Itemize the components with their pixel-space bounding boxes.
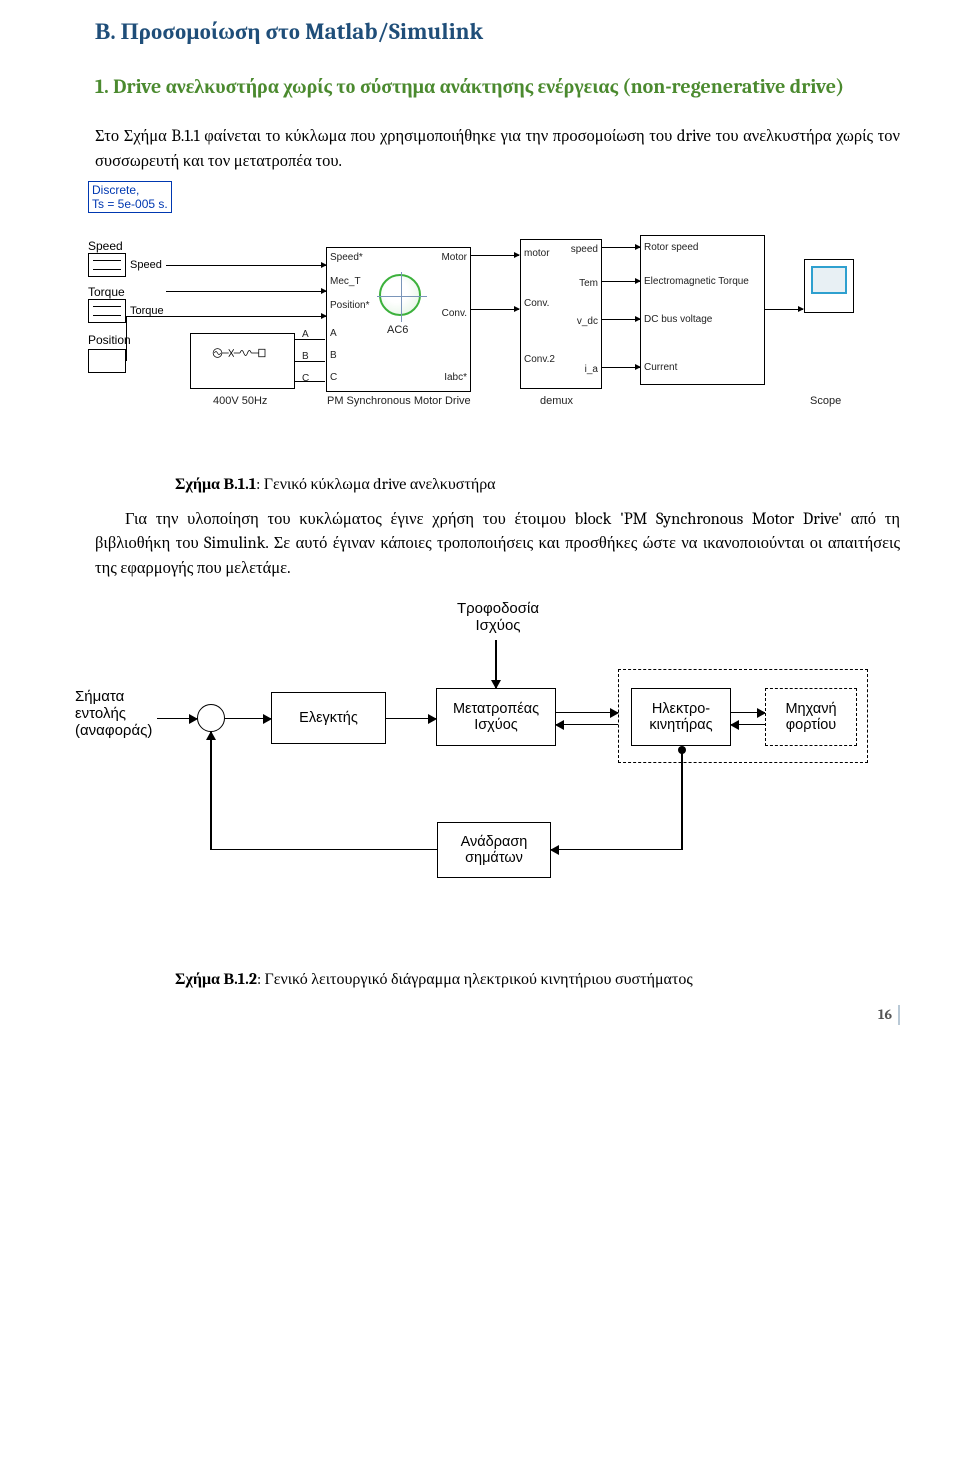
source-icon <box>195 338 285 368</box>
drive-in-b: B <box>330 350 337 361</box>
mux-dcbus: DC bus voltage <box>644 314 712 325</box>
page-number: 16 <box>878 1005 900 1025</box>
caption2-bold: Σχήμα Β.1.2 <box>175 970 257 988</box>
caption2-text: : Γενικό λειτουργικό διάγραμμα ηλεκτρικο… <box>257 970 693 988</box>
label-torque: Torque <box>88 285 125 299</box>
feedback-up <box>210 732 212 850</box>
demux-out-vdc: v_dc <box>577 316 598 327</box>
arrow-conv-motor-l <box>556 724 618 726</box>
arrow-motor <box>471 255 519 256</box>
feedback-into-box <box>551 849 682 851</box>
ac6-label: AC6 <box>387 324 408 336</box>
between-paragraph: Για την υλοποίηση του κυκλώματος έγινε χ… <box>95 508 900 582</box>
mux-rotorspeed: Rotor speed <box>644 242 698 253</box>
arrow-rotorspeed <box>602 247 640 248</box>
demux-label: demux <box>540 395 573 407</box>
caption1-text: : Γενικό κύκλωμα drive ανελκυστήρα <box>256 475 495 493</box>
drive-in-c: C <box>330 372 337 383</box>
box-load: Μηχανή φορτίου <box>765 688 857 746</box>
drive-out-motor: Motor <box>441 252 467 263</box>
drive-out-conv: Conv. <box>442 308 467 319</box>
drive-in-speed: Speed* <box>330 252 363 263</box>
label-speed: Speed <box>88 239 123 253</box>
arrow-conv-motor-r <box>556 712 618 714</box>
figure1-caption: Σχήμα Β.1.1: Γενικό κύκλωμα drive ανελκυ… <box>175 475 900 494</box>
source-label: 400V 50Hz <box>213 395 267 407</box>
box-feedback: Ανάδραση σημάτων <box>437 822 551 878</box>
arrow-speed <box>166 265 326 266</box>
drive-in-position: Position* <box>330 300 369 311</box>
caption1-bold: Σχήμα Β.1.1 <box>175 475 256 493</box>
arrow-position <box>126 316 326 317</box>
wire-c <box>295 381 325 382</box>
section-heading: 1. Drive ανελκυστήρα χωρίς το σύστημα αν… <box>95 73 900 100</box>
scope-block <box>804 259 854 313</box>
arrow-motor-load-r <box>731 712 765 714</box>
demux-out-speed: speed <box>571 244 598 255</box>
empty-block-position <box>88 349 126 373</box>
arrow-ctrl-conv <box>386 718 436 720</box>
arrow-sum-ctrl <box>225 718 271 720</box>
demux-conv2: Conv.2 <box>524 354 555 365</box>
arrow-emtorque <box>602 281 640 282</box>
mux-emtorque: Electromagnetic Torque <box>644 276 749 287</box>
from-label-speed: Speed <box>130 259 162 271</box>
demux-block: motor speed Tem Conv. v_dc Conv.2 i_a <box>520 239 602 389</box>
from-block-torque <box>88 299 126 323</box>
box-converter: Μετατροπέας Ισχύος <box>436 688 556 746</box>
mux-block: Rotor speed Electromagnetic Torque DC bu… <box>640 235 765 385</box>
pos-vert <box>126 316 127 361</box>
from-block-speed <box>88 253 126 277</box>
demux-conv-left: Conv. <box>524 298 549 309</box>
block-diagram: Τροφοδοσία Ισχύος Σήματα εντολής (αναφορ… <box>75 600 870 940</box>
drive-block: Speed* Mec_T Position* A B C Motor Conv.… <box>326 247 471 392</box>
figure-blockdiagram: Τροφοδοσία Ισχύος Σήματα εντολής (αναφορ… <box>95 600 900 989</box>
drive-block-label: PM Synchronous Motor Drive <box>327 395 471 407</box>
demux-out-ia: i_a <box>585 364 598 375</box>
arrow-ref-in <box>157 718 197 720</box>
box-motor: Ηλεκτρο- κινητήρας <box>631 688 731 746</box>
page-number-value: 16 <box>878 1006 892 1023</box>
arrow-scope <box>765 309 803 310</box>
phase-c-left: C <box>302 373 309 384</box>
feedback-h <box>211 849 437 851</box>
simulink-diagram: Discrete, Ts = 5e-005 s. Speed Speed Tor… <box>70 181 860 461</box>
figure2-caption: Σχήμα Β.1.2: Γενικό λειτουργικό διάγραμμ… <box>175 970 900 989</box>
arrow-torque <box>166 291 326 292</box>
feedback-vert1 <box>681 750 683 850</box>
page-title: Β. Προσομοίωση στο Matlab/Simulink <box>95 18 900 45</box>
wire-a <box>295 339 325 340</box>
source-block <box>190 333 295 389</box>
arrow-motor-load-l <box>731 724 765 726</box>
mux-current: Current <box>644 362 677 373</box>
scope-label: Scope <box>810 395 841 407</box>
box-controller: Ελεγκτής <box>271 692 386 744</box>
demux-in-motor: motor <box>524 248 550 259</box>
powergui-block: Discrete, Ts = 5e-005 s. <box>88 181 172 214</box>
label-reference: Σήματα εντολής (αναφοράς) <box>75 688 160 739</box>
drive-in-mect: Mec_T <box>330 276 361 287</box>
drive-out-iabc: Iabc* <box>444 372 467 383</box>
label-supply: Τροφοδοσία Ισχύος <box>433 600 563 634</box>
arrow-dcbus <box>602 319 640 320</box>
intro-paragraph: Στο Σχήμα B.1.1 φαίνεται το κύκλωμα που … <box>95 125 900 175</box>
arrow-conv <box>471 309 519 310</box>
summing-junction <box>197 704 225 732</box>
label-position: Position <box>88 333 131 347</box>
arrow-current <box>602 367 640 368</box>
page-number-divider <box>898 1005 900 1025</box>
ac6-icon <box>379 274 421 316</box>
wire-b <box>295 361 325 362</box>
figure-simulink: Discrete, Ts = 5e-005 s. Speed Speed Tor… <box>95 181 900 494</box>
arrow-supply <box>495 640 497 688</box>
demux-in-tem: Tem <box>579 278 598 289</box>
drive-in-a: A <box>330 328 337 339</box>
